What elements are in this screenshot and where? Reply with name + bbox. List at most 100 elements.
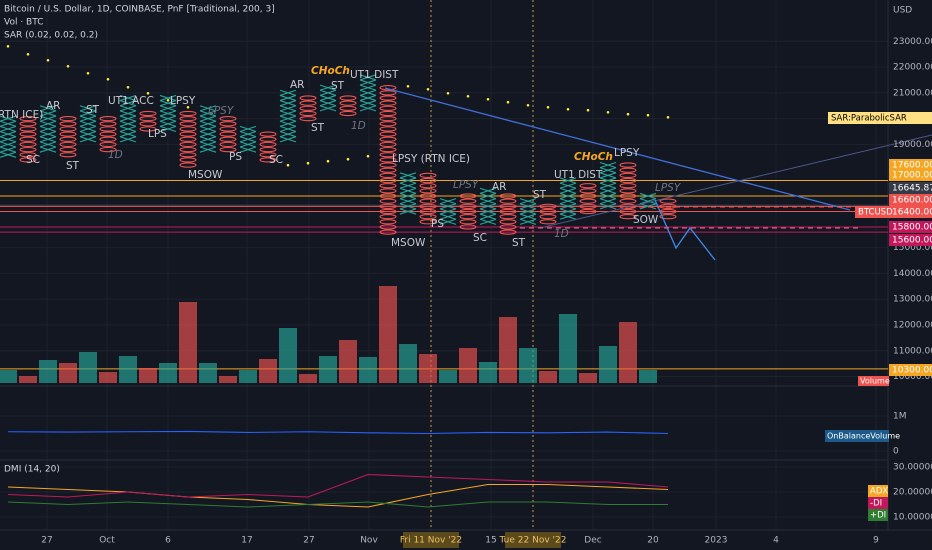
sar-dot bbox=[626, 112, 630, 116]
annotation: ST bbox=[533, 189, 547, 201]
o-box bbox=[379, 131, 397, 137]
annotations: RTN ICE) AR ST UT1 ACC LPSY LPSY SC ST L… bbox=[0, 65, 682, 249]
x-column bbox=[119, 94, 137, 143]
o-box bbox=[139, 121, 157, 127]
o-box bbox=[299, 100, 317, 106]
x-box bbox=[159, 94, 177, 102]
y-tick-label: 10000.00 bbox=[893, 372, 932, 382]
o-box bbox=[619, 208, 637, 215]
o-box bbox=[579, 183, 597, 189]
o-box bbox=[579, 198, 597, 204]
x-box bbox=[79, 115, 97, 122]
x-tick-label: Oct bbox=[99, 536, 115, 546]
x-box bbox=[479, 187, 497, 194]
o-box bbox=[379, 188, 397, 194]
pane-title: DMI (14, 20) bbox=[4, 465, 60, 475]
sar-dot bbox=[606, 110, 610, 114]
o-box bbox=[619, 188, 637, 194]
volume-bar bbox=[319, 356, 337, 383]
o-box bbox=[379, 105, 397, 111]
x-box bbox=[239, 141, 257, 148]
o-column bbox=[219, 116, 237, 153]
x-box bbox=[79, 125, 97, 133]
x-box bbox=[279, 136, 297, 143]
x-box bbox=[599, 187, 617, 194]
o-box bbox=[379, 90, 397, 96]
sar-dot bbox=[186, 105, 190, 109]
trend-line bbox=[384, 87, 851, 211]
o-box bbox=[499, 229, 517, 235]
x-box bbox=[119, 131, 137, 138]
volume-bar bbox=[119, 356, 137, 383]
o-column bbox=[499, 193, 517, 235]
x-box bbox=[639, 203, 657, 210]
o-box bbox=[459, 219, 477, 225]
legend-tag bbox=[868, 497, 888, 509]
o-box bbox=[339, 95, 357, 101]
x-box bbox=[479, 218, 497, 225]
x-box bbox=[359, 94, 377, 102]
o-box bbox=[19, 152, 37, 158]
o-column bbox=[299, 95, 317, 122]
y-tick-label: 23000.00 bbox=[893, 37, 932, 47]
o-box bbox=[619, 203, 637, 209]
x-box bbox=[279, 120, 297, 127]
x-box bbox=[39, 141, 57, 148]
volume-bar bbox=[499, 317, 517, 383]
annotation: 1D bbox=[351, 120, 366, 132]
x-box bbox=[119, 94, 137, 102]
volume-bar bbox=[0, 370, 17, 383]
x-box bbox=[439, 213, 457, 220]
o-box bbox=[179, 116, 197, 122]
axis-tag bbox=[855, 206, 889, 218]
level-tag bbox=[889, 169, 932, 181]
o-box bbox=[339, 110, 357, 117]
o-box bbox=[379, 157, 397, 163]
o-box bbox=[299, 116, 317, 122]
annotation: PS bbox=[229, 151, 242, 163]
volume-bar bbox=[159, 363, 177, 383]
x-box bbox=[119, 100, 137, 107]
x-box bbox=[599, 161, 617, 169]
sar-dot bbox=[166, 98, 170, 102]
sar-dot bbox=[106, 77, 110, 81]
volume-bar bbox=[439, 370, 457, 383]
o-box bbox=[539, 219, 557, 225]
x-tick-label: Dec bbox=[584, 536, 601, 546]
sar-dot bbox=[46, 58, 50, 62]
x-box bbox=[599, 177, 617, 184]
level-label: 10300.00 bbox=[892, 366, 932, 376]
annotation: AR bbox=[492, 181, 506, 193]
o-box bbox=[379, 172, 397, 179]
o-box bbox=[219, 146, 237, 153]
o-column bbox=[99, 116, 117, 153]
x-tick-label: 9 bbox=[873, 536, 879, 546]
volume-bar bbox=[579, 373, 597, 383]
x-box bbox=[239, 146, 257, 153]
o-column bbox=[139, 110, 157, 132]
o-box bbox=[99, 146, 117, 153]
annotation: ST bbox=[311, 122, 325, 134]
y-tick-label: 22000.00 bbox=[893, 63, 932, 73]
o-box bbox=[179, 131, 197, 137]
o-box bbox=[499, 219, 517, 225]
x-box bbox=[559, 177, 577, 184]
volume-bar bbox=[419, 354, 437, 383]
x-column bbox=[519, 198, 537, 225]
x-box bbox=[239, 136, 257, 143]
sar-dot bbox=[26, 52, 30, 56]
x-tick-label: 27 bbox=[303, 536, 314, 546]
axis-tag-label: Volume bbox=[860, 377, 890, 386]
sar-dot bbox=[506, 100, 510, 104]
o-box bbox=[419, 198, 437, 204]
x-box bbox=[559, 208, 577, 215]
x-box bbox=[599, 198, 617, 205]
annotation: MSOW bbox=[391, 237, 426, 249]
x-box bbox=[399, 203, 417, 210]
x-box bbox=[0, 146, 17, 153]
o-box bbox=[379, 203, 397, 209]
level-label: 15600.00 bbox=[892, 236, 932, 246]
x-box bbox=[399, 208, 417, 215]
x-box bbox=[279, 110, 297, 117]
o-box bbox=[99, 126, 117, 132]
